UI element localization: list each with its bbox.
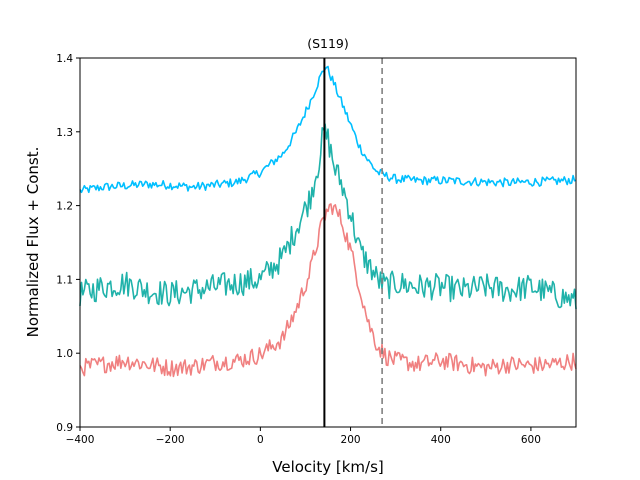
y-tick-label: 1.0 [56, 348, 73, 360]
x-axis-label: Velocity [km/s] [272, 458, 383, 476]
reference-lines [323, 58, 383, 427]
y-axis-label: Normalized Flux + Const. [24, 147, 42, 338]
x-tick-label: 600 [521, 434, 541, 446]
chart-title: (S119) [307, 36, 349, 51]
x-tick-label: −200 [156, 434, 185, 446]
axis-ticks: −400 −200 0 200 400 600 0.9 1.0 1.1 1.2 1.3 1.4 [56, 53, 541, 446]
series-line-3 [79, 203, 577, 378]
series-layer [79, 65, 577, 378]
y-tick-label: 1.3 [56, 127, 73, 139]
y-tick-label: 1.4 [56, 53, 73, 65]
y-tick-label: 1.2 [56, 201, 73, 213]
y-tick-label: 1.1 [56, 274, 73, 286]
series-line-2 [79, 123, 577, 310]
y-tick-label: 0.9 [56, 422, 73, 434]
series-line-1 [79, 65, 577, 194]
plot-frame [79, 57, 577, 428]
x-tick-label: 0 [257, 434, 264, 446]
x-tick-label: −400 [66, 434, 95, 446]
x-tick-label: 400 [431, 434, 451, 446]
x-tick-label: 200 [341, 434, 361, 446]
